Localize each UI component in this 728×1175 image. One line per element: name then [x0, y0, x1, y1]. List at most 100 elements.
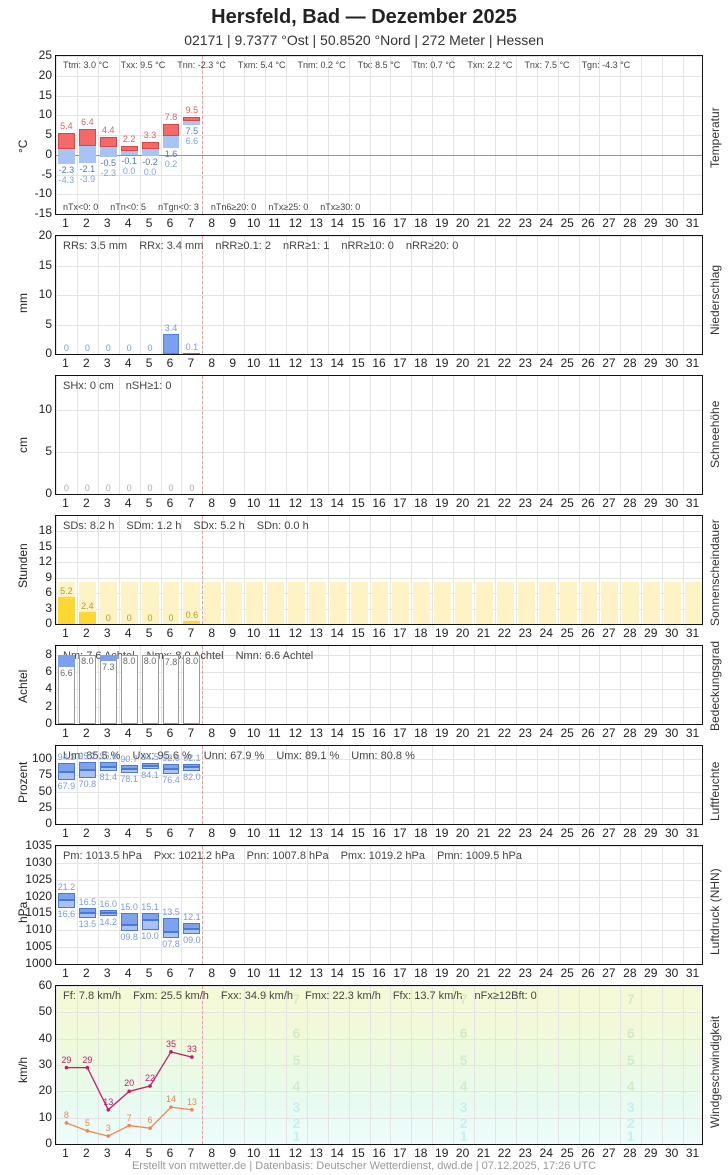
stat-item: nSH≥1: 0	[125, 380, 172, 392]
y-tick-label: 6	[45, 664, 52, 678]
grid-line-horizontal	[56, 265, 702, 267]
temp-max-bar	[99, 137, 117, 148]
x-tick-label: 26	[581, 496, 595, 510]
temp-ground-label: 6.6	[185, 136, 199, 147]
wind-value-label: 20	[124, 1078, 135, 1089]
x-axis-labels: 1 2 3 4 5 6 7 8 9 10 11 12 13 14 15 16 17 18 19 20 21 22 23 24 2…	[55, 826, 703, 840]
grid-line-vertical	[56, 846, 57, 964]
x-tick-label: 16	[372, 1146, 386, 1160]
max-label: 16.5	[78, 897, 97, 908]
x-tick-label: 26	[581, 966, 595, 980]
x-tick-label: 27	[602, 1146, 616, 1160]
beaufort-label: 1	[626, 1128, 635, 1145]
temp-ground-label: 0.0	[143, 166, 157, 177]
x-tick-label: 5	[145, 826, 153, 840]
grid-line-vertical	[285, 376, 287, 494]
x-tick-label: 22	[497, 626, 512, 640]
cloud-cover-bar	[162, 654, 180, 657]
x-tick-label: 15	[351, 216, 365, 230]
x-tick-label: 16	[372, 966, 386, 980]
range-upper-bar	[183, 764, 201, 768]
x-tick-label: 5	[145, 1146, 153, 1160]
value-label: 0	[126, 483, 132, 493]
x-tick-label: 29	[644, 1146, 658, 1160]
temp-min-bar	[162, 136, 180, 149]
sunshine-label: 0	[168, 613, 174, 623]
x-tick-label: 7	[187, 496, 195, 510]
x-tick-label: 1	[62, 216, 69, 230]
x-tick-label: 19	[435, 966, 449, 980]
x-tick-label: 7	[187, 356, 195, 370]
x-tick-label: 25	[560, 216, 574, 230]
wind-value-label: 29	[61, 1054, 72, 1065]
x-tick-label: 6	[166, 216, 174, 230]
x-tick-label: 15	[351, 496, 365, 510]
stat-item: Um: 85.5 %	[63, 750, 121, 762]
y-tick-label: 50	[38, 1004, 52, 1019]
y-tick-label: 6	[45, 585, 52, 600]
grid-line-vertical	[453, 646, 455, 724]
x-tick-label: 12	[288, 216, 303, 230]
grid-line-vertical	[139, 376, 141, 494]
grid-line-vertical	[620, 516, 622, 624]
stat-item: nTx≥30: 0	[320, 202, 361, 212]
beaufort-label: 2	[459, 1114, 468, 1131]
x-tick-label: 5	[145, 966, 153, 980]
x-tick-label: 8	[208, 726, 216, 740]
x-tick-label: 15	[351, 1146, 365, 1160]
y-tick-label: 10	[38, 1109, 52, 1124]
range-lower-bar	[99, 766, 117, 772]
sun-possible-bar	[329, 581, 347, 624]
grid-line-vertical	[160, 646, 162, 724]
sun-possible-bar	[455, 581, 473, 624]
stat-item: Fxx: 34.9 km/h	[220, 990, 294, 1002]
x-tick-label: 30	[664, 826, 679, 840]
chart-pressure: Pm: 1013.5 hPa Pxx: 1021.2 hPa Pnn: 1007.8…	[55, 845, 703, 965]
value-label: 0	[147, 343, 153, 353]
x-tick-label: 11	[268, 826, 281, 840]
grid-line-vertical	[390, 746, 392, 824]
x-tick-label: 1	[62, 356, 69, 370]
grid-line-vertical	[306, 746, 308, 824]
grid-line-vertical	[411, 846, 413, 964]
stat-item: Txm: 5.4 °C	[237, 60, 286, 70]
grid-line-vertical	[56, 516, 57, 624]
temp-min-label: -0.2	[142, 156, 158, 167]
temp-min-label: -0.5	[100, 157, 116, 168]
x-tick-label: 9	[229, 496, 237, 510]
cloud-label: 7.8	[164, 657, 178, 668]
grid-line-horizontal	[56, 324, 702, 326]
grid-line-vertical	[578, 846, 580, 964]
stat-item: Ttx: 8.5 °C	[357, 60, 401, 70]
grid-line-vertical	[536, 516, 538, 624]
x-tick-label: 13	[309, 1146, 323, 1160]
grid-line-horizontal	[56, 494, 702, 495]
panel-title: Niederschlag	[708, 264, 722, 335]
x-tick-label: 2	[83, 726, 90, 740]
min-label: 07.8	[162, 938, 180, 949]
value-label: 0	[84, 343, 90, 353]
grid-line-horizontal	[56, 947, 702, 949]
grid-line-horizontal	[56, 724, 702, 725]
y-tick-label: 1000	[25, 956, 52, 970]
x-tick-label: 26	[581, 626, 595, 640]
grid-line-vertical	[139, 846, 141, 964]
x-tick-label: 15	[351, 356, 365, 370]
temp-max-label: 5.4	[60, 121, 73, 132]
today-marker	[202, 646, 204, 724]
grid-line-vertical	[683, 376, 685, 494]
x-tick-label: 7	[187, 626, 195, 640]
grid-line-vertical	[662, 746, 664, 824]
grid-line-vertical	[139, 516, 141, 624]
grid-line-vertical	[97, 516, 99, 624]
x-tick-label: 12	[288, 356, 303, 370]
x-tick-label: 25	[560, 356, 574, 370]
stat-item: SDn: 0.0 h	[256, 520, 309, 532]
grid-line-vertical	[285, 516, 287, 624]
y-tick-label: 8	[45, 646, 52, 661]
y-tick-label: 5	[45, 443, 52, 458]
x-tick-label: 10	[246, 496, 261, 510]
x-tick-label: 2	[83, 216, 90, 230]
x-tick-label: 25	[560, 726, 574, 740]
